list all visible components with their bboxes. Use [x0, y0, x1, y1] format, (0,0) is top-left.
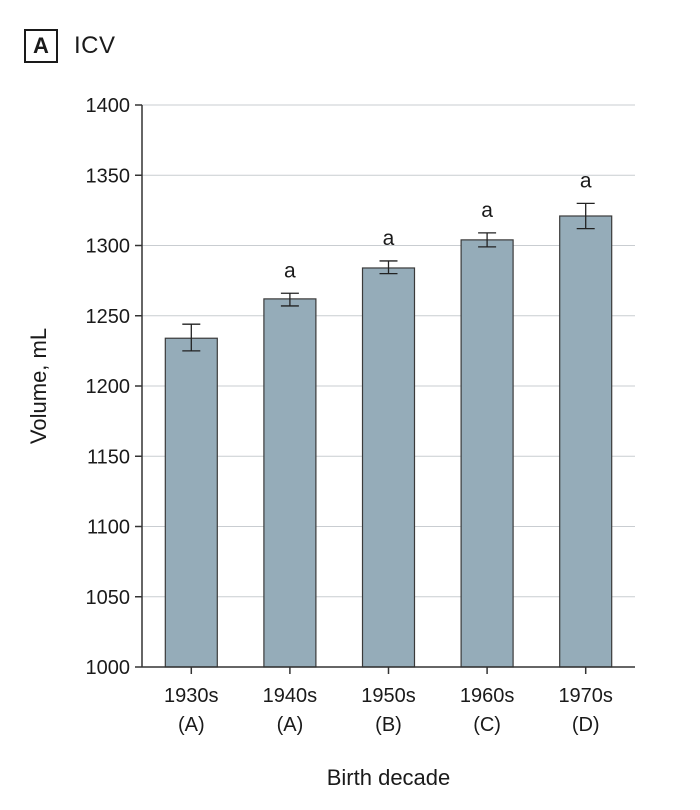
y-tick-label: 1050	[86, 587, 131, 609]
y-tick-label: 1100	[87, 517, 130, 539]
error-bar	[280, 292, 299, 307]
y-axis-title: Volume, mL	[26, 328, 51, 444]
bars: a a a a	[164, 169, 613, 668]
error-bar	[478, 232, 497, 248]
panel-header: A ICV	[24, 26, 116, 66]
error-bar	[576, 202, 595, 230]
x-tick-label: 1940s	[263, 685, 318, 707]
x-tick-label: 1950s	[361, 685, 416, 707]
significance-label: a	[383, 227, 395, 250]
significance-label: a	[284, 259, 296, 282]
bar-1950s	[361, 267, 416, 668]
bar-1960s	[460, 239, 514, 668]
x-tick-labels: 1930s (A) 1940s (A) 1950s (B) 1960s (C) 1970s (D)	[164, 667, 613, 736]
x-tick-label: 1970s	[558, 685, 613, 707]
panel-letter: A	[24, 29, 58, 63]
bar-1940s	[263, 298, 317, 668]
error-bar	[379, 260, 398, 275]
x-tick-group-label: (C)	[473, 714, 501, 736]
x-tick-group-label: (A)	[178, 714, 205, 736]
x-tick-group-label: (B)	[375, 714, 402, 736]
x-tick-group-label: (D)	[572, 714, 600, 736]
bar-1930s	[164, 337, 218, 668]
y-tick-label: 1300	[86, 236, 131, 258]
significance-label: a	[481, 199, 493, 222]
y-tick-label: 1150	[87, 446, 130, 468]
bar-1970s	[559, 215, 613, 668]
x-tick-label: 1930s	[164, 685, 219, 707]
x-tick-group-label: (A)	[277, 714, 304, 736]
y-tick-label: 1350	[86, 165, 131, 187]
y-tick-label: 1400	[86, 95, 131, 117]
x-axis-title: Birth decade	[327, 765, 451, 790]
y-tick-label: 1200	[86, 376, 131, 398]
error-bar	[182, 323, 201, 352]
x-tick-label: 1960s	[460, 685, 515, 707]
significance-label: a	[580, 169, 592, 192]
y-tick-label: 1250	[86, 306, 131, 328]
y-tick-labels: 1000 1050 1100 1150 1200 1250 1300 1350 1400	[86, 95, 142, 679]
chart-title: ICV	[74, 32, 116, 59]
y-tick-label: 1000	[86, 657, 131, 679]
